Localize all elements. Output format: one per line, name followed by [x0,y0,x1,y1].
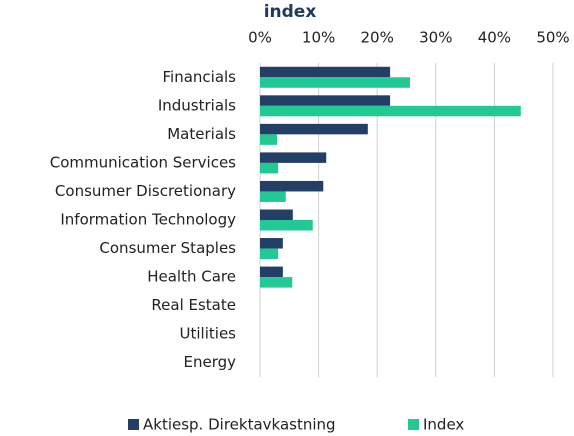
y-tick-label: Industrials [158,96,236,114]
legend-swatch [408,419,419,430]
x-tick-label: 30% [419,29,452,47]
bar [260,220,313,231]
y-tick-label: Utilities [180,325,237,343]
y-tick-label: Communication Services [50,153,236,171]
bar [260,266,283,278]
bar [260,209,293,220]
y-tick-label: Materials [167,125,236,143]
bar [260,66,391,78]
y-tick-label: Energy [183,353,236,371]
bar [260,134,277,145]
bar [260,95,391,106]
x-tick-label: 50% [536,29,569,47]
bar [260,238,283,249]
bar [260,123,368,135]
bar [260,105,521,117]
bar [260,162,279,174]
bar [260,77,411,88]
y-tick-label: Financials [163,68,237,86]
bar [260,277,293,288]
y-tick-label: Consumer Discretionary [55,182,236,200]
y-tick-label: Health Care [147,268,236,286]
x-tick-label: 20% [361,29,394,47]
bar [260,248,279,260]
chart-title: index [264,2,317,22]
bar [260,180,324,192]
legend-swatch [128,419,139,430]
y-tick-label: Information Technology [60,211,236,229]
y-tick-label: Consumer Staples [99,239,236,257]
bar [260,152,327,163]
legend-label: Index [423,416,464,434]
x-tick-label: 40% [478,29,511,47]
x-tick-label: 10% [302,29,335,47]
bar [260,191,286,202]
x-tick-label: 0% [248,29,272,47]
y-tick-label: Real Estate [151,296,236,314]
legend-label: Aktiesp. Direktavkastning [143,416,336,434]
